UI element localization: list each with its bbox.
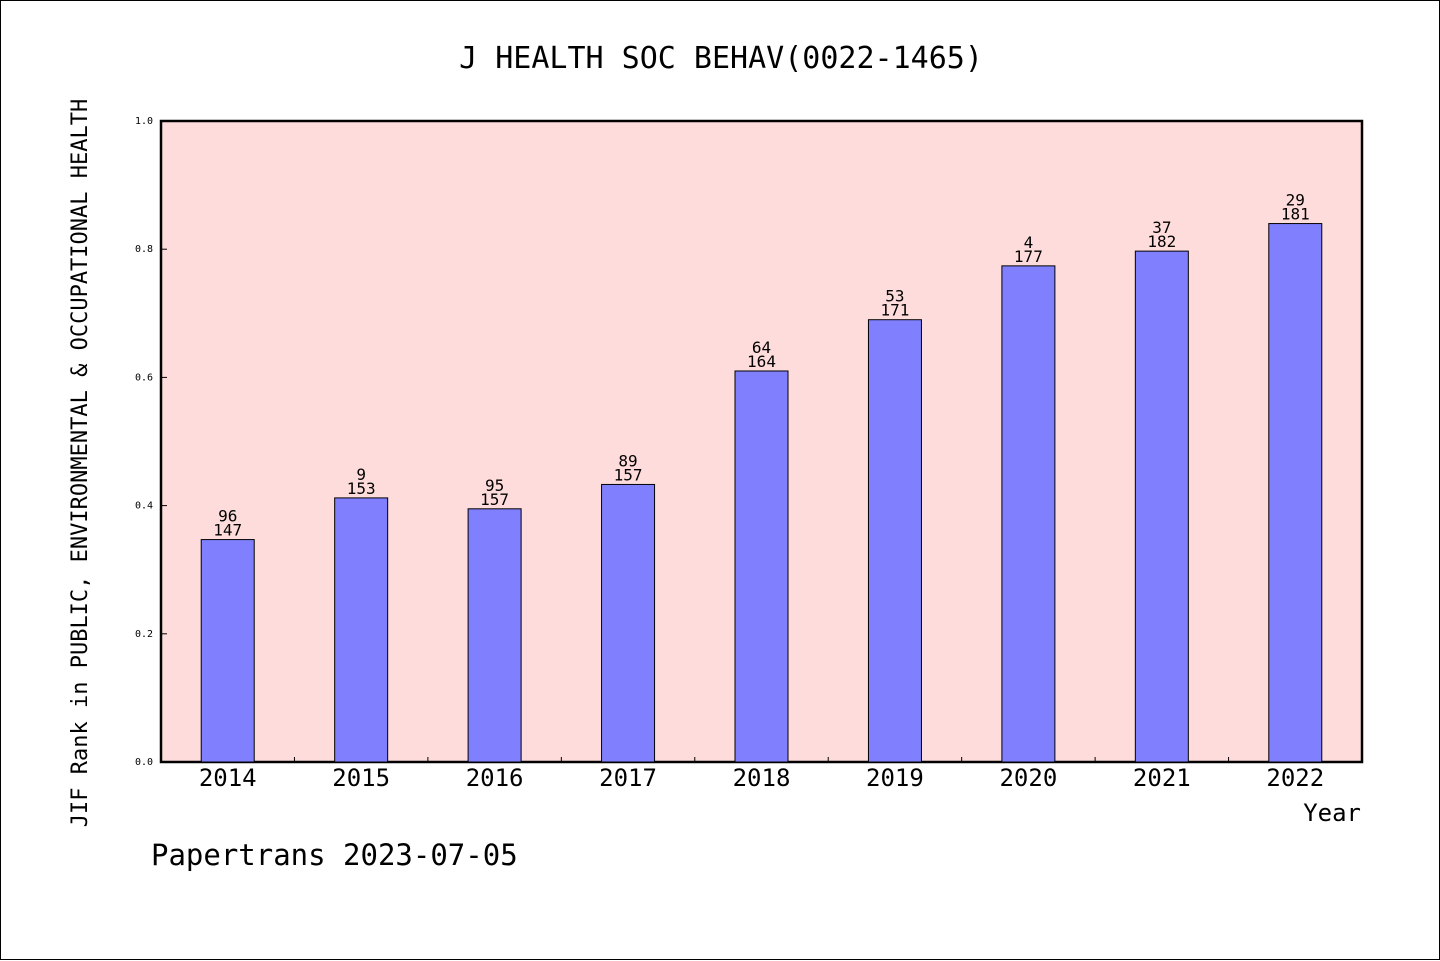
bar-rank-label: 95 xyxy=(485,476,504,495)
bar-total-label: 153 xyxy=(347,479,376,498)
bar-2018 xyxy=(734,370,789,763)
y-axis-label: JIF Rank in PUBLIC, ENVIRONMENTAL & OCCU… xyxy=(68,99,93,827)
bar-total-label: 147 xyxy=(213,521,242,540)
y-tick-label: 1.0 xyxy=(135,116,153,127)
y-tick-label: 0.6 xyxy=(135,372,153,383)
bar-2021 xyxy=(1134,250,1189,763)
x-tick-label: 2016 xyxy=(466,764,524,792)
bar-rank-label: 37 xyxy=(1152,218,1171,237)
bar-rank-label: 9 xyxy=(356,465,366,484)
bar-2017 xyxy=(601,483,656,763)
x-tick-label: 2015 xyxy=(332,764,390,792)
bar-total-label: 171 xyxy=(880,301,909,320)
bar-2016 xyxy=(467,508,522,763)
bar-total-label: 157 xyxy=(480,490,509,509)
bar-2022 xyxy=(1268,223,1323,763)
y-tick-label: 0.0 xyxy=(135,757,153,768)
bar-2015 xyxy=(334,497,389,763)
bar-2014 xyxy=(200,539,255,763)
y-tick-label: 0.8 xyxy=(135,244,153,255)
bar-2019 xyxy=(867,319,922,763)
bar-rank-label: 4 xyxy=(1024,233,1034,252)
x-tick-label: 2021 xyxy=(1133,764,1191,792)
footer-credit: Papertrans 2023-07-05 xyxy=(151,838,518,872)
x-tick-label: 2022 xyxy=(1266,764,1324,792)
bars-group xyxy=(200,223,1323,763)
x-tick-label: 2017 xyxy=(599,764,657,792)
x-tick-label: 2020 xyxy=(999,764,1057,792)
chart-title: J HEALTH SOC BEHAV(0022-1465) xyxy=(459,41,983,76)
bar-rank-label: 29 xyxy=(1286,191,1305,210)
bar-total-label: 164 xyxy=(747,352,776,371)
bar-rank-label: 53 xyxy=(885,287,904,306)
x-tick-label: 2014 xyxy=(199,764,257,792)
x-tick-label: 2018 xyxy=(733,764,791,792)
bar-total-label: 182 xyxy=(1147,232,1176,251)
y-ticks-group: 0.0 0.2 0.4 0.6 0.8 1.0 xyxy=(135,116,167,768)
bar-rank-label: 64 xyxy=(752,338,771,357)
bar-rank-label: 89 xyxy=(618,451,637,470)
bar-2020 xyxy=(1001,265,1056,763)
bar-rank-label: 96 xyxy=(218,507,237,526)
bar-total-label: 157 xyxy=(614,465,643,484)
y-tick-label: 0.2 xyxy=(135,629,153,640)
x-ticks-group: 2014 2015 2016 2017 2018 2019 2020 2021 2022 xyxy=(199,757,1324,792)
y-tick-label: 0.4 xyxy=(135,501,153,512)
bar-total-label: 177 xyxy=(1014,247,1043,266)
x-axis-label: Year xyxy=(1303,799,1361,827)
x-tick-label: 2019 xyxy=(866,764,924,792)
bar-total-label: 181 xyxy=(1281,205,1310,224)
